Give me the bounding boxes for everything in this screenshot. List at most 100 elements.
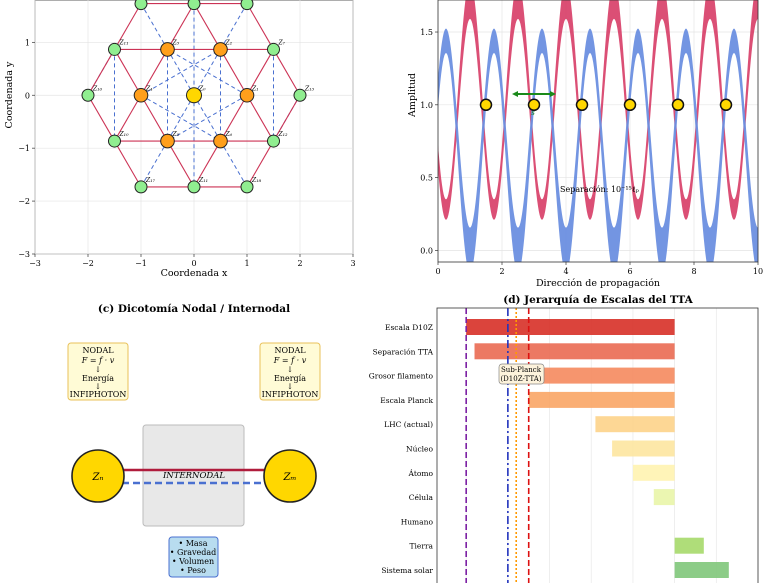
panel-b-arrow: s [512, 91, 556, 117]
panel-a-ylabel: Coordenada y [4, 61, 15, 128]
nodal-left-line-3: Energía [82, 374, 114, 383]
node-label: Z₁₁ [119, 39, 129, 46]
node-label: Z₁ [251, 85, 259, 92]
node-label: Z₁₆ [92, 85, 103, 92]
nodal-left-line-5: INFIPHOTON [70, 390, 127, 399]
node-z13 [293, 88, 307, 102]
node-label: Z₈ [251, 0, 259, 1]
solid-edge [87, 94, 115, 142]
y-tick-label: 1.5 [420, 28, 433, 37]
property-volumen: • Volumen [172, 557, 214, 566]
solid-edge [246, 49, 274, 96]
node-label: Z₆ [225, 131, 233, 138]
x-tick-label: 6 [627, 267, 632, 276]
y-tick-label: 0.0 [420, 246, 433, 255]
node-label: Z₁₀ [119, 131, 130, 138]
nodal-left-line-2: ↓ [95, 365, 102, 374]
wave-node-point [527, 98, 541, 112]
y-tick-label: 1 [25, 38, 30, 47]
node-z9 [187, 0, 201, 11]
bar-5 [612, 440, 675, 457]
category-label: Humano [401, 517, 434, 526]
panel-a-hexagonal-network: Z₀ Z₁ Z₂ Z₃ Z₄ Z₅ Z₆ Z₇ Z₈ Z₉ Z₁₀ Z₁₁ Z₁₂ Z₁₃ Z₁₆ Z₁₀ Z₁… [4, 0, 356, 279]
node-z8 [240, 0, 254, 11]
category-label: Escala Planck [380, 396, 433, 405]
node-z4 [133, 87, 149, 103]
solid-edge [114, 49, 142, 96]
node-zm-label: Zₘ [282, 472, 296, 483]
solid-edge [246, 3, 274, 50]
sub-planck-line-1: (D10Z-TTA) [500, 375, 541, 383]
panel-d-axes-frame [436, 307, 759, 583]
sub-planck-annotation: Sub-Planck (D10Z-TTA) [498, 363, 545, 385]
y-tick-label: −3 [18, 250, 30, 259]
solid-edge [193, 140, 221, 188]
sub-planck-box [498, 363, 545, 385]
panel-b-xlabel: Dirección de propagación [536, 278, 660, 289]
panel-b-wave: s Separación: 10⁻¹⁵ℓₚ 0 2 4 6 8 10 0.0 0.5 1.0 1.… [407, 0, 763, 289]
solid-edge [140, 49, 168, 96]
nodal-left-line-0: NODAL [82, 346, 114, 355]
solid-edge [114, 3, 142, 50]
panel-c-dichotomy: (c) Dicotomía Nodal / Internodal NODAL F… [67, 303, 321, 578]
nodal-right-line-5: INFIPHOTON [262, 390, 319, 399]
panel-c-title: (c) Dicotomía Nodal / Internodal [98, 303, 290, 315]
node-zn [71, 449, 125, 503]
solid-edge [220, 94, 248, 142]
node-z17 [134, 180, 148, 194]
separation-label: Separación: 10⁻¹⁵ℓₚ [560, 185, 639, 194]
panel-a-ticks: −3 −2 −1 0 1 2 3 −3 −2 −1 0 1 [18, 38, 355, 268]
bar-2 [524, 367, 675, 384]
solid-edge [114, 140, 142, 188]
properties-text: • Masa • Gravedad • Volumen • Peso [170, 539, 217, 575]
node-label: Z₀ [198, 85, 206, 92]
panel-a-nodes: Z₀ Z₁ Z₂ Z₃ Z₄ Z₅ Z₆ Z₇ Z₈ Z₉ Z₁₀ Z₁₁ Z₁₂ Z₁₃ Z₁₆ Z₁₀ Z₁… [81, 0, 315, 194]
dashed-edge [220, 140, 248, 188]
node-z11b [187, 180, 201, 194]
nodal-right-line-2: ↓ [287, 365, 294, 374]
node-z10 [134, 0, 148, 11]
wave-node-point [719, 98, 733, 112]
dashed-edge [220, 3, 248, 50]
node-zn-label: Zₙ [91, 472, 103, 483]
category-label: Grosor filamento [369, 372, 434, 381]
nodal-left-line-1: F = f · v [81, 356, 115, 365]
node-zm [263, 449, 317, 503]
node-z18 [240, 180, 254, 194]
wave-node-point [623, 98, 637, 112]
nodal-box-right-text: NODAL F = f · v ↓ Energía ↓ INFIPHOTON [262, 346, 319, 399]
nodal-right-line-1: F = f · v [273, 356, 307, 365]
node-z12 [267, 134, 280, 148]
nodal-box-right [259, 342, 321, 401]
node-label: Z₇ [278, 39, 286, 46]
bar-10 [674, 562, 729, 578]
nodal-right-line-0: NODAL [274, 346, 306, 355]
category-label: LHC (actual) [384, 420, 433, 429]
solid-edge [87, 49, 115, 96]
panel-d-vlines [465, 308, 530, 583]
node-label: Z₅ [172, 131, 180, 138]
panel-d-bars [466, 319, 729, 578]
panel-b-ylabel: Amplitud [407, 73, 418, 118]
wave-node-point [671, 98, 685, 112]
panel-d-scale-hierarchy: (d) Jerarquía de Escalas del TTA Escala … [369, 294, 759, 583]
bar-9 [674, 537, 704, 554]
bar-1 [474, 343, 675, 360]
nodal-right-line-4: ↓ [287, 382, 294, 391]
dashed-edge [167, 94, 248, 142]
panel-b-axes-frame [437, 0, 759, 263]
x-tick-label: 3 [350, 259, 355, 268]
bar-0 [466, 319, 675, 335]
sub-planck-line-0: Sub-Planck [501, 366, 542, 374]
category-label: Escala D10Z [385, 323, 433, 332]
panel-a-edges [87, 3, 301, 188]
node-z7 [267, 42, 280, 56]
x-tick-label: 0 [191, 259, 196, 268]
dashed-edge [167, 49, 195, 96]
y-tick-label: 0 [25, 91, 30, 100]
bar-3 [528, 391, 675, 408]
dashed-edge [193, 94, 221, 142]
node-z3 [160, 42, 175, 57]
panel-d-category-labels: Escala D10Z Separación TTA Grosor filament… [369, 323, 434, 575]
solid-edge [167, 140, 195, 188]
